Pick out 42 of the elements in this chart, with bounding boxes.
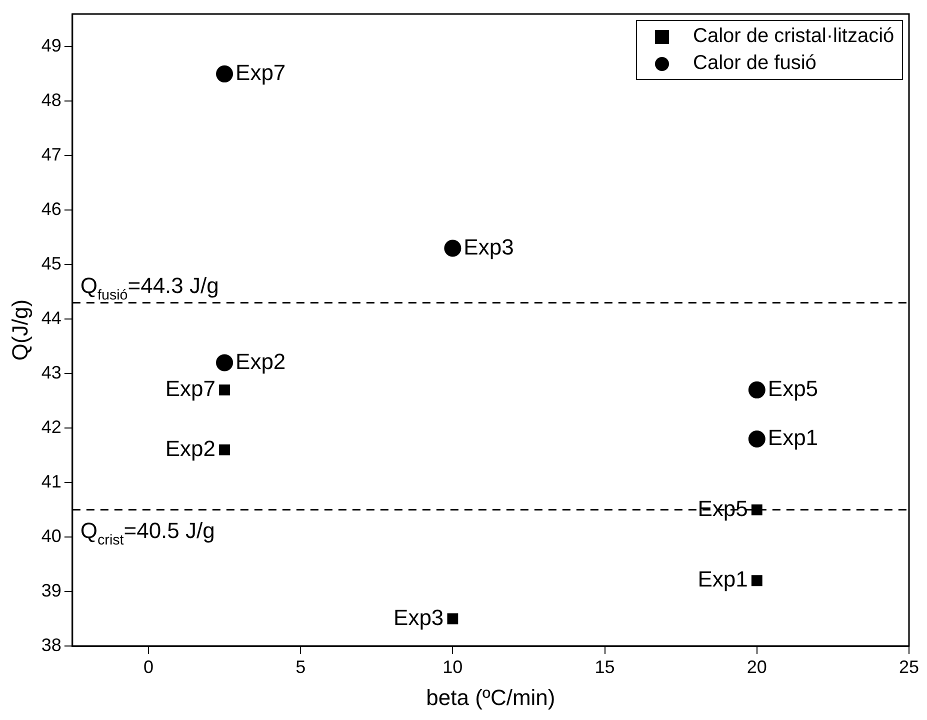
- annotation: Exp3: [394, 604, 444, 630]
- y-tick-label: 39: [41, 580, 62, 600]
- point: [444, 240, 462, 257]
- annotation: Exp3: [464, 234, 514, 260]
- annotation: Exp5: [698, 496, 748, 521]
- x-tick-label: 15: [594, 656, 615, 677]
- legend-label: Calor de fusió: [693, 51, 816, 76]
- y-tick-label: 44: [41, 308, 62, 328]
- annotation: Exp5: [768, 376, 818, 401]
- y-tick-label: 48: [41, 90, 62, 110]
- annotation: Exp2: [236, 348, 286, 374]
- point: [751, 575, 762, 586]
- point: [219, 384, 230, 396]
- x-axis-title: beta (ºC/min): [426, 684, 556, 710]
- point: [751, 504, 762, 516]
- y-tick-label: 41: [41, 472, 62, 492]
- annotation: Exp1: [698, 566, 748, 592]
- annotation: Exp2: [165, 436, 216, 461]
- y-tick-label: 40: [41, 526, 62, 546]
- annotation: Exp7: [236, 60, 286, 85]
- y-tick-label: 46: [41, 199, 62, 220]
- point: [447, 613, 458, 624]
- x-tick-label: 10: [442, 656, 463, 677]
- legend-label: Calor de cristal·lització: [693, 24, 894, 49]
- point: [748, 430, 766, 448]
- point: [216, 65, 234, 82]
- x-tick-label: 5: [296, 656, 306, 677]
- y-tick-label: 38: [41, 634, 62, 655]
- y-tick-label: 42: [41, 417, 62, 438]
- x-tick-label: 20: [746, 656, 767, 677]
- annotation: Exp1: [768, 425, 818, 450]
- y-axis-title: Q(J/g): [7, 299, 32, 361]
- y-tick-label: 49: [41, 36, 62, 56]
- point: [219, 444, 230, 456]
- y-tick-label: 47: [41, 144, 62, 165]
- x-tick-label: 25: [898, 656, 920, 677]
- point: [748, 381, 766, 398]
- y-tick-label: 45: [41, 254, 62, 274]
- x-tick-label: 0: [143, 656, 154, 677]
- point: [216, 354, 234, 372]
- annotation: Exp7: [165, 376, 216, 401]
- y-tick-label: 43: [41, 362, 62, 383]
